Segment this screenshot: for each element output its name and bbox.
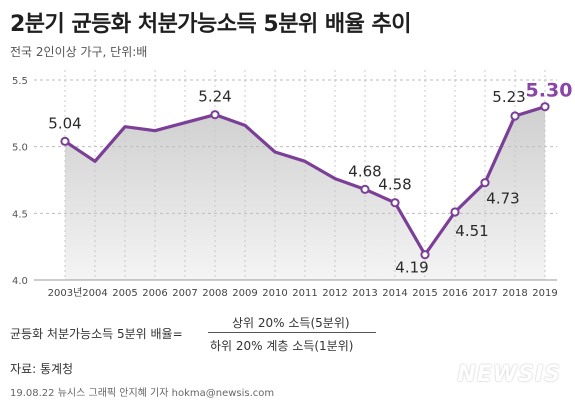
data-label: 4.51 <box>455 222 488 240</box>
y-tick-label: 5.5 <box>12 76 28 87</box>
x-tick-label: 2019 <box>532 288 557 299</box>
series-line <box>63 105 547 257</box>
data-label: 5.24 <box>198 88 231 106</box>
data-label: 4.58 <box>378 176 411 194</box>
x-tick-label: 2012 <box>322 288 347 299</box>
formula-numerator: 상위 20% 소득(5분위) <box>232 316 350 330</box>
data-label: 5.04 <box>48 114 81 132</box>
data-label: 4.68 <box>348 162 381 180</box>
formula-denominator: 하위 20% 계층 소득(1분위) <box>210 339 354 353</box>
x-tick-label: 2009 <box>232 288 257 299</box>
x-tick-label: 2003년 <box>48 287 83 299</box>
data-point <box>510 111 520 121</box>
x-tick-label: 2008 <box>202 288 227 299</box>
data-point <box>450 207 460 217</box>
x-tick-label: 2006 <box>142 288 167 299</box>
data-point <box>210 110 220 120</box>
x-tick-label: 2016 <box>442 288 467 299</box>
x-tick-label: 2005 <box>112 288 137 299</box>
x-tick-label: 2013 <box>352 288 377 299</box>
credit-line: 19.08.22 뉴시스 그래픽 안지혜 기자 hokma@newsis.com <box>10 388 275 399</box>
newsis-logo: NEWSIS <box>457 362 561 387</box>
data-label: 5.30 <box>526 80 573 102</box>
ratio-formula: 균등화 처분가능소득 5분위 배율= 상위 20% 소득(5분위) 하위 20%… <box>0 310 575 356</box>
x-tick-label: 2018 <box>502 288 527 299</box>
data-point <box>360 184 370 194</box>
data-point <box>540 102 550 112</box>
data-point <box>60 136 70 146</box>
x-tick-label: 2011 <box>292 288 317 299</box>
data-point <box>420 250 430 260</box>
x-tick-label: 2017 <box>472 288 497 299</box>
line-chart: 4.0 4.5 5.0 5.5 2003년 2004 2005 2006 2007 2008 200… <box>12 70 573 299</box>
source-note: 자료: 통계청 <box>10 362 74 376</box>
chart-title: 2분기 균등화 처분가능소득 5분위 배율 추이 <box>10 12 412 37</box>
x-tick-label: 2010 <box>262 288 287 299</box>
formula-label: 균등화 처분가능소득 5분위 배율= <box>10 327 183 341</box>
fraction-bar <box>208 332 376 333</box>
data-point <box>480 178 490 188</box>
chart-subtitle: 전국 2인이상 가구, 단위:배 <box>10 45 148 59</box>
data-label: 5.23 <box>492 88 525 106</box>
x-tick-label: 2015 <box>412 288 437 299</box>
data-label: 4.73 <box>486 190 519 208</box>
y-tick-label: 4.0 <box>12 276 28 287</box>
data-point <box>390 198 400 208</box>
y-tick-label: 4.5 <box>12 209 28 220</box>
x-tick-label: 2014 <box>382 288 407 299</box>
data-label: 4.19 <box>395 259 428 277</box>
x-tick-label: 2007 <box>172 288 197 299</box>
x-tick-label: 2004 <box>82 288 107 299</box>
y-tick-label: 5.0 <box>12 143 28 154</box>
